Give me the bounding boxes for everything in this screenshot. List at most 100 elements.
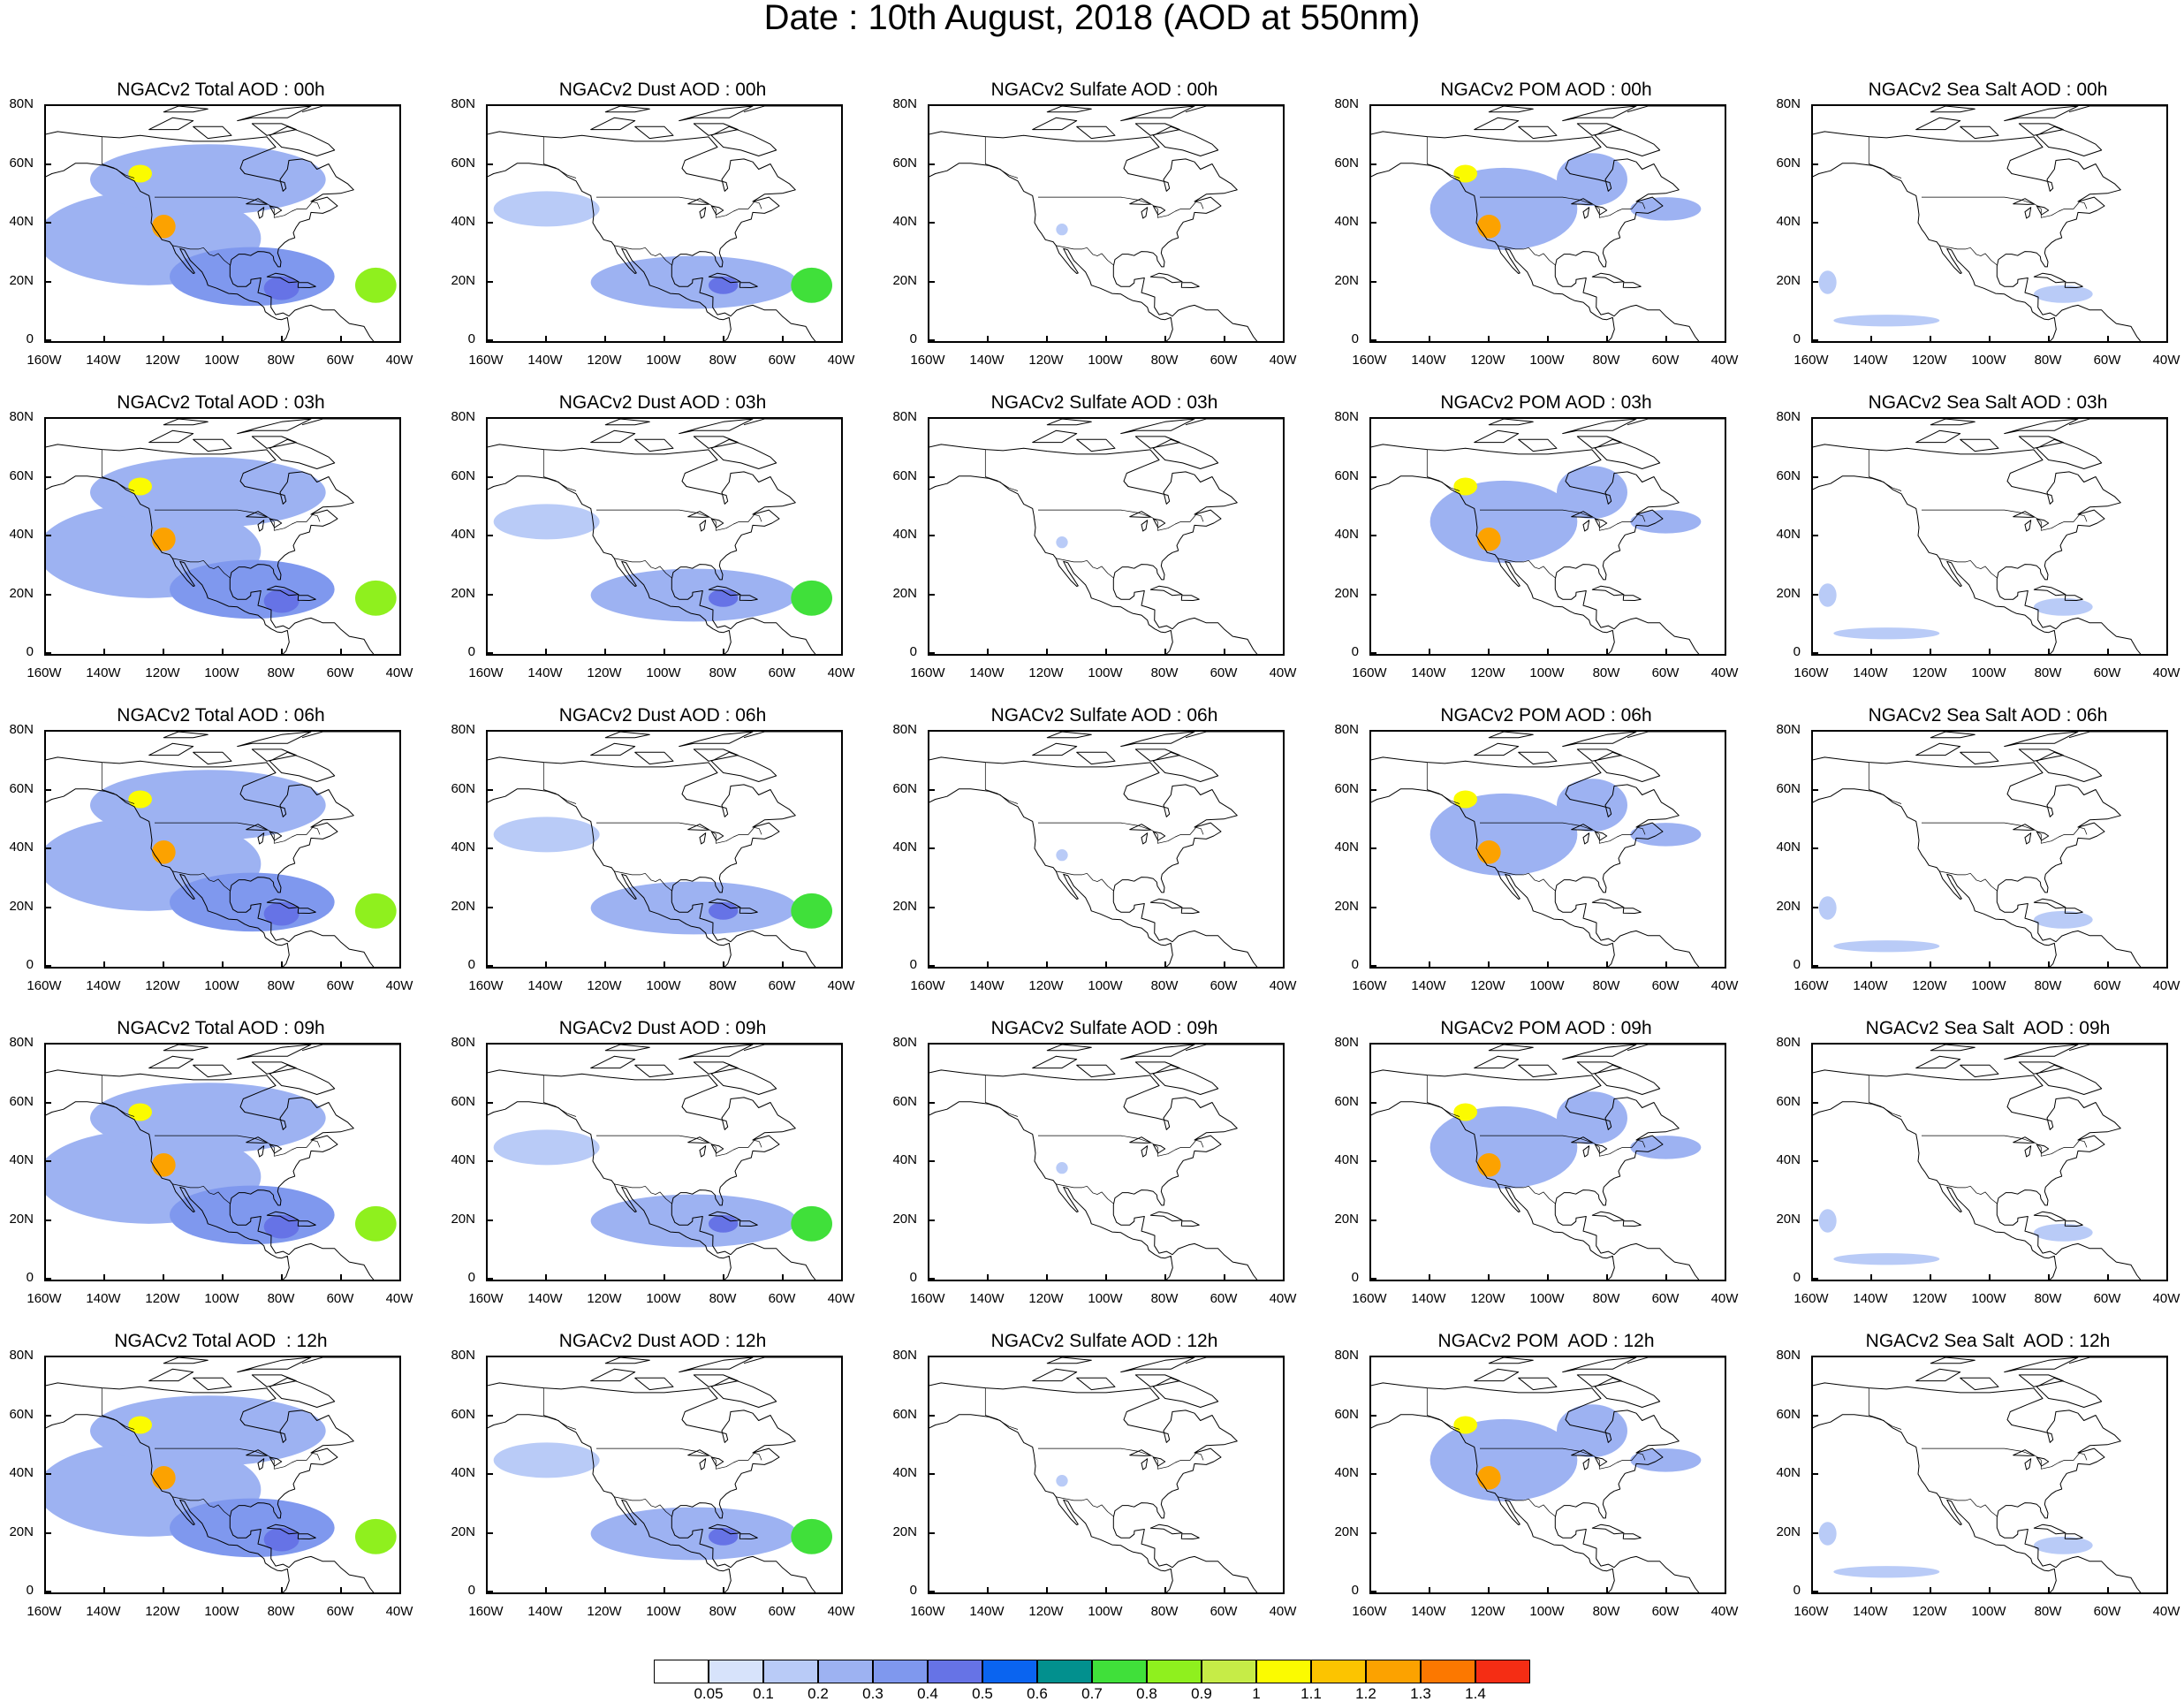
border-alaska-canada: [101, 762, 135, 804]
arctic-island-3: [710, 1064, 777, 1095]
lat-tick-label: 20N: [892, 1211, 917, 1227]
arctic-island-4: [1120, 1045, 1195, 1060]
border-alaska-canada: [984, 136, 1019, 179]
lat-tick-label: 40N: [9, 1465, 34, 1480]
great-lake-2: [269, 205, 283, 216]
arctic-island-4: [237, 419, 312, 435]
lon-tick: [281, 1274, 283, 1281]
coastline-east: [929, 1382, 1258, 1592]
lon-tick-label: 160W: [27, 1604, 62, 1619]
coastline-hispaniola: [739, 282, 758, 288]
lon-tick: [399, 336, 401, 343]
coastline-east: [488, 756, 816, 967]
arctic-island-3: [269, 1377, 336, 1408]
lon-tick-label: 80W: [709, 353, 737, 368]
lat-tick: [928, 593, 935, 596]
lon-tick: [222, 1587, 224, 1594]
lat-tick: [1811, 417, 1818, 419]
lat-tick-label: 0: [1793, 957, 1801, 972]
aod-field: [1833, 1253, 1940, 1265]
aod-field: [791, 580, 832, 616]
panel-title: NGACv2 POM AOD : 09h: [1440, 1018, 1652, 1038]
aod-map: [46, 1045, 399, 1280]
coastline-cuba: [2033, 272, 2066, 284]
arctic-island-0: [1032, 117, 1078, 131]
lon-tick: [1811, 1587, 1813, 1594]
coastline-east: [1371, 1382, 1700, 1592]
great-lake-2: [269, 831, 283, 841]
lon-tick-label: 80W: [1150, 353, 1179, 368]
arctic-island-4: [1562, 106, 1637, 122]
lon-tick-label: 60W: [768, 665, 796, 680]
great-lake-1: [1141, 520, 1149, 532]
lon-tick: [987, 649, 989, 656]
aod-field: [2034, 285, 2093, 303]
map-panel-total-12h: NGACv2 Total AOD : 12h 80N 60N 40N 20N 0 160W 1…: [0, 1331, 442, 1644]
coastline-cuba: [708, 272, 741, 284]
map-plot-area: [44, 1356, 401, 1594]
lat-tick-label: 40N: [9, 840, 34, 855]
border-us-mexico: [1498, 245, 1556, 266]
lat-tick-label: 0: [909, 1583, 917, 1598]
great-lake-1: [1582, 1145, 1590, 1158]
lon-tick-label: 40W: [827, 353, 855, 368]
map-plot-area: [928, 730, 1285, 969]
lon-tick: [1283, 961, 1285, 969]
aod-field: [1833, 940, 1940, 953]
aod-map: [1371, 419, 1725, 654]
coastline-cuba: [1591, 272, 1625, 284]
lon-tick: [841, 1274, 843, 1281]
arctic-island-4: [2004, 106, 2079, 122]
coastline-east: [46, 444, 375, 654]
map-plot-area: [1369, 1356, 1726, 1594]
aod-field: [152, 840, 176, 864]
lat-tick: [1811, 1101, 1818, 1104]
map-panel-seasalt-09h: NGACv2 Sea Salt AOD : 09h 80N 60N 40N 20N 0 16…: [1767, 1018, 2184, 1331]
panel-title: NGACv2 Sulfate AOD : 00h: [990, 80, 1218, 100]
lat-tick-label: 60N: [1776, 1406, 1801, 1422]
map-plot-area: [44, 730, 401, 969]
aod-field: [1477, 215, 1501, 239]
colorbar-swatch: [654, 1660, 709, 1683]
lon-tick-label: 120W: [145, 978, 180, 993]
aod-field: [1056, 1475, 1068, 1487]
arctic-island-3: [269, 438, 336, 469]
map-plot-area: [1369, 104, 1726, 343]
lon-tick-label: 120W: [1028, 978, 1064, 993]
lon-tick-label: 40W: [827, 978, 855, 993]
aod-field: [590, 255, 797, 309]
border-alaska-canada: [1426, 1075, 1460, 1117]
lat-tick: [928, 475, 935, 478]
lon-tick: [1224, 961, 1225, 969]
lon-tick-label: 40W: [2152, 353, 2180, 368]
coastline-cuba: [2033, 1523, 2066, 1535]
great-lake-0: [687, 1449, 710, 1456]
arctic-island-1: [1960, 1064, 1999, 1078]
coastline-east: [929, 756, 1258, 967]
lat-tick-label: 60N: [892, 155, 917, 171]
lat-tick: [928, 1278, 935, 1280]
lon-tick: [664, 1274, 665, 1281]
aod-field: [590, 1507, 797, 1561]
great-lake-2: [1152, 518, 1166, 528]
border-us-canada: [1038, 822, 1204, 844]
arctic-island-1: [193, 751, 232, 765]
lon-tick-label: 120W: [145, 1291, 180, 1306]
coastline-cuba: [1591, 898, 1625, 909]
map-panel-seasalt-06h: NGACv2 Sea Salt AOD : 06h 80N 60N 40N 20N 0 16…: [1767, 705, 2184, 1018]
arctic-island-4: [1562, 1045, 1637, 1060]
border-alaska-canada: [542, 1387, 577, 1430]
lat-tick: [1369, 339, 1376, 341]
lon-tick-label: 160W: [468, 665, 504, 680]
arctic-island-1: [1518, 1377, 1558, 1391]
coastline-east: [488, 1069, 816, 1280]
lon-tick: [399, 961, 401, 969]
lat-tick: [928, 1531, 935, 1534]
aod-field: [90, 1083, 326, 1154]
great-lake-0: [2013, 511, 2036, 518]
lat-tick-label: 20N: [1776, 585, 1801, 601]
lon-tick-label: 160W: [910, 665, 945, 680]
coastline-greenland: [1627, 732, 1725, 739]
lon-tick: [1105, 336, 1107, 343]
coastline-west: [488, 163, 732, 341]
